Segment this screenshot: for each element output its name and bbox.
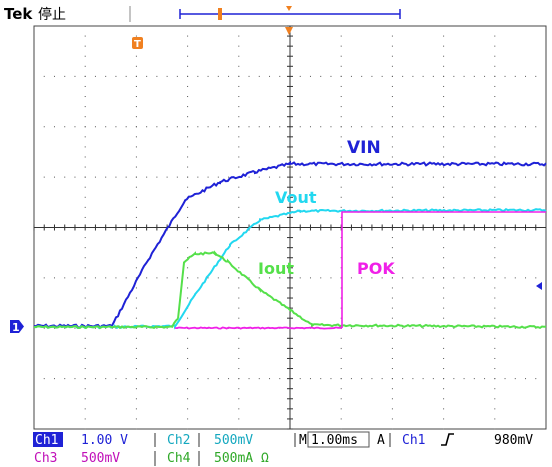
ch1-scale: 1.00 V bbox=[81, 433, 128, 448]
vin-label: VIN bbox=[347, 138, 381, 158]
trigger-mode: A bbox=[377, 433, 385, 448]
trigger-source: Ch1 bbox=[402, 433, 425, 448]
vin-trace bbox=[33, 160, 547, 330]
trigger-position-icon[interactable] bbox=[286, 6, 292, 11]
expansion-point-icon bbox=[285, 27, 293, 35]
svg-text:1: 1 bbox=[12, 321, 20, 334]
ch3-name: Ch3 bbox=[34, 451, 57, 466]
svg-text:T: T bbox=[134, 39, 141, 50]
waveforms bbox=[33, 160, 547, 330]
trigger-level: 980mV bbox=[494, 433, 533, 448]
ch2-scale: 500mV bbox=[214, 433, 253, 448]
record-position-bar[interactable] bbox=[179, 8, 401, 20]
ch3-scale: 500mV bbox=[81, 451, 120, 466]
ch2-name: Ch2 bbox=[167, 433, 190, 448]
ch4-name: Ch4 bbox=[167, 451, 191, 466]
run-state-label: 停止 bbox=[38, 6, 66, 23]
timebase-prefix: M bbox=[299, 433, 307, 448]
vout-label: Vout bbox=[275, 188, 317, 207]
iout-label: Iout bbox=[258, 259, 294, 278]
trigger-t-marker[interactable]: T bbox=[132, 37, 143, 50]
trigger-level-icon[interactable] bbox=[536, 282, 542, 290]
iout-trace bbox=[33, 250, 547, 330]
pok-trace-high bbox=[341, 211, 546, 328]
ch4-scale: 500mA Ω bbox=[214, 451, 269, 466]
graticule bbox=[33, 25, 547, 430]
pok-label: POK bbox=[357, 259, 395, 278]
timebase-value: 1.00ms bbox=[311, 433, 358, 448]
ch1-name: Ch1 bbox=[35, 433, 58, 448]
status-bar: Ch1 1.00 V Ch2 500mV M 1.00ms A Ch1 980m… bbox=[33, 431, 533, 466]
pok-trace-low bbox=[174, 326, 343, 330]
ch1-ground-marker[interactable]: 1 bbox=[10, 320, 24, 334]
rising-edge-icon bbox=[441, 433, 454, 446]
ch1-name-badge[interactable] bbox=[33, 432, 63, 447]
brand-label: Tek bbox=[4, 5, 33, 23]
